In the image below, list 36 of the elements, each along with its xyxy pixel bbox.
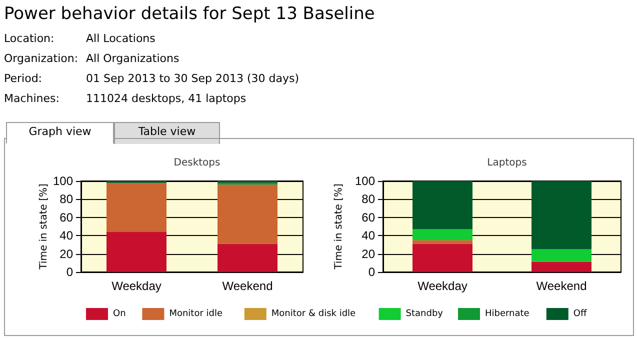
- x-tick-label: Weekday: [418, 279, 468, 293]
- legend-label: Off: [573, 309, 588, 319]
- chart-title: Laptops: [487, 158, 527, 168]
- y-tick-label: 80: [362, 192, 376, 206]
- text: Machines:: [4, 92, 60, 107]
- y-tick-label: 40: [60, 228, 74, 243]
- x-tick-label: Weekend: [222, 279, 273, 293]
- legend-label: Monitor & disk idle: [271, 309, 356, 319]
- text: Power behavior details for Sept 13 Baseline: [4, 4, 375, 24]
- legend-label: Monitor idle: [169, 309, 223, 319]
- y-tick-label: 0: [368, 265, 376, 279]
- legend-label: On: [113, 309, 126, 319]
- y-tick-label: 20: [362, 246, 376, 261]
- text: 111024 desktops, 41 laptops: [86, 92, 246, 107]
- text: 01 Sep 2013 to 30 Sep 2013 (30 days): [86, 72, 300, 87]
- text: All Locations: [86, 32, 156, 47]
- y-tick-label: 60: [362, 210, 376, 224]
- y-tick-label: 40: [362, 228, 376, 243]
- legend-label: Standby: [406, 309, 444, 319]
- y-tick-label: 100: [52, 174, 74, 188]
- y-tick-label: 100: [354, 174, 376, 188]
- x-tick-label: Weekend: [536, 279, 587, 293]
- y-tick-label: 20: [60, 246, 74, 261]
- y-axis-title: Time in state [%]: [38, 184, 50, 270]
- text: Location:: [4, 32, 56, 47]
- text: All Organizations: [86, 52, 180, 67]
- text: Organization:: [4, 52, 80, 67]
- text: Period:: [4, 72, 44, 87]
- y-tick-label: 0: [66, 265, 74, 279]
- y-axis-title: Time in state [%]: [334, 184, 345, 270]
- x-tick-label: Weekday: [112, 279, 162, 293]
- legend-label: Hibernate: [485, 309, 530, 319]
- chart-title: Desktops: [174, 158, 220, 168]
- y-tick-label: 80: [60, 192, 74, 206]
- y-tick-label: 60: [60, 210, 74, 224]
- text: Graph view: [6, 122, 114, 144]
